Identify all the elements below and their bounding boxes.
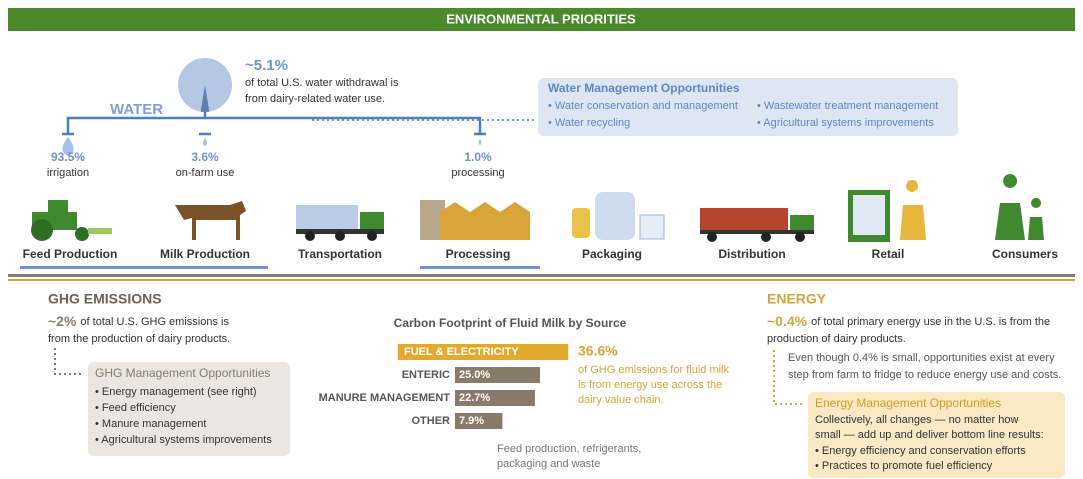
connector	[55, 348, 84, 374]
bar-label: ENTERIC	[402, 369, 450, 381]
ghg-title: GHG EMISSIONS	[48, 291, 162, 307]
ghg-desc: from the production of dairy products.	[48, 333, 230, 345]
box-title: GHG Management Opportunities	[95, 366, 270, 380]
ghg-desc: of total U.S. GHG emissions is	[80, 316, 229, 328]
footprint-bars: FUEL & ELECTRICITY 36.6% ENTERIC 25.0% MANUR…	[319, 343, 619, 429]
use-value: 93.5%	[51, 150, 85, 164]
box-item: • Water recycling	[548, 117, 630, 129]
stage-label: Distribution	[718, 247, 785, 261]
use-value: 3.6%	[191, 150, 219, 164]
bar-value: 25.0%	[459, 369, 490, 381]
energy-desc: production of dairy products.	[767, 333, 906, 345]
bar-value: 36.6%	[578, 343, 618, 359]
stage-label: Retail	[872, 247, 905, 261]
stage-label: Transportation	[298, 247, 382, 261]
infographic: ENVIRONMENTAL PRIORITIES WATER ~5.1% of …	[0, 0, 1083, 479]
energy-share-line: ~0.4%of total primary energy use in the …	[767, 313, 1050, 329]
box-item: • Agricultural systems improvements	[95, 434, 272, 446]
energy-title: ENERGY	[767, 291, 827, 307]
divider	[8, 274, 1075, 277]
use-label: on-farm use	[176, 167, 235, 179]
box-line: • Practices to promote fuel efficiency	[815, 460, 993, 472]
box-title: Energy Management Opportunities	[815, 396, 1001, 410]
footprint-note: dairy value chain.	[578, 394, 664, 406]
stage-label: Consumers	[992, 247, 1058, 261]
header-title: ENVIRONMENTAL PRIORITIES	[446, 11, 636, 26]
icons	[31, 174, 1044, 242]
box-title: Water Management Opportunities	[548, 81, 740, 95]
ghg-share-line: ~2%of total U.S. GHG emissions is	[48, 313, 229, 329]
box-item: • Manure management	[95, 418, 206, 430]
bar-label: OTHER	[412, 415, 451, 427]
water-desc: from dairy-related water use.	[245, 93, 385, 105]
water-share: ~5.1%	[245, 57, 288, 74]
drops	[63, 137, 482, 156]
stage-label: Packaging	[582, 247, 642, 261]
ghg-share: ~2%	[48, 313, 77, 329]
bar-label: MANURE MANAGEMENT	[319, 392, 451, 404]
bar-value: 7.9%	[459, 415, 484, 427]
footprint-note: is from energy use across the	[578, 379, 722, 391]
water-desc: of total U.S. water withdrawal is	[245, 77, 399, 89]
water-label: WATER	[110, 101, 163, 118]
box-line: Collectively, all changes — no matter ho…	[815, 414, 1018, 426]
box-item: • Feed efficiency	[95, 402, 176, 414]
footprint-title: Carbon Footprint of Fluid Milk by Source	[394, 316, 627, 330]
box-line: • Energy efficiency and conservation eff…	[815, 445, 1026, 457]
footprint-note: of GHG emissions for fluid milk	[578, 364, 729, 376]
energy-detail: Even though 0.4% is small, opportunities…	[788, 352, 1055, 364]
use-value: 1.0%	[464, 150, 492, 164]
box-item: • Agricultural systems improvements	[757, 117, 934, 129]
energy-desc: of total primary energy use in the U.S. …	[811, 316, 1050, 328]
other-note: packaging and waste	[497, 458, 600, 470]
bar-value: 22.7%	[459, 392, 490, 404]
stage-label: Feed Production	[23, 247, 118, 261]
stage-labels: Feed Production Milk Production Transporta…	[23, 247, 1059, 261]
stage-label: Processing	[446, 247, 511, 261]
box-line: small — add up and deliver bottom line r…	[815, 429, 1044, 441]
box-item: • Wastewater treatment management	[757, 100, 938, 112]
bar-label: FUEL & ELECTRICITY	[404, 346, 519, 358]
other-note: Feed production, refrigerants,	[497, 443, 641, 455]
box-item: • Energy management (see right)	[95, 386, 257, 398]
box-item: • Water conservation and management	[548, 100, 738, 112]
use-label: processing	[451, 167, 504, 179]
energy-share: ~0.4%	[767, 313, 808, 329]
energy-detail: step from farm to fridge to reduce energ…	[788, 369, 1061, 381]
stage-underline	[420, 266, 540, 269]
stage-label: Milk Production	[160, 247, 250, 261]
use-label: irrigation	[47, 167, 89, 179]
stage-underline	[20, 266, 268, 269]
divider	[8, 279, 1075, 281]
